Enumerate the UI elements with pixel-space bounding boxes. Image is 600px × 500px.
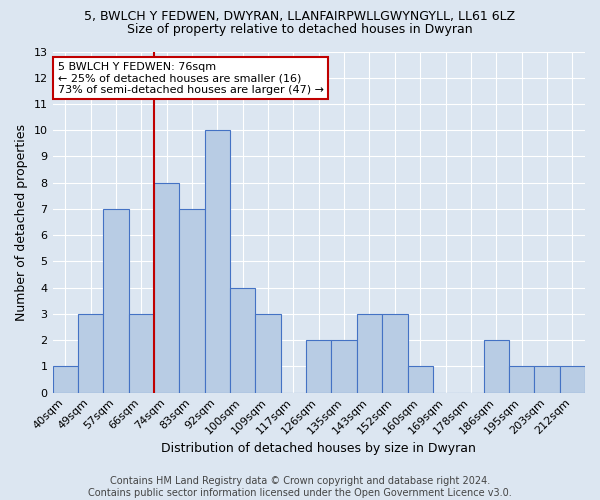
- Bar: [256, 314, 281, 392]
- Text: 5 BWLCH Y FEDWEN: 76sqm
← 25% of detached houses are smaller (16)
73% of semi-de: 5 BWLCH Y FEDWEN: 76sqm ← 25% of detache…: [58, 62, 324, 95]
- Bar: [407, 366, 433, 392]
- Bar: [534, 366, 560, 392]
- Bar: [357, 314, 382, 392]
- Y-axis label: Number of detached properties: Number of detached properties: [15, 124, 28, 320]
- Bar: [205, 130, 230, 392]
- Text: Size of property relative to detached houses in Dwyran: Size of property relative to detached ho…: [127, 22, 473, 36]
- Bar: [382, 314, 407, 392]
- Text: Contains HM Land Registry data © Crown copyright and database right 2024.
Contai: Contains HM Land Registry data © Crown c…: [88, 476, 512, 498]
- Bar: [306, 340, 331, 392]
- Bar: [560, 366, 585, 392]
- Bar: [484, 340, 509, 392]
- Bar: [154, 182, 179, 392]
- Bar: [128, 314, 154, 392]
- X-axis label: Distribution of detached houses by size in Dwyran: Distribution of detached houses by size …: [161, 442, 476, 455]
- Bar: [179, 209, 205, 392]
- Bar: [509, 366, 534, 392]
- Bar: [78, 314, 103, 392]
- Bar: [230, 288, 256, 393]
- Bar: [103, 209, 128, 392]
- Bar: [331, 340, 357, 392]
- Text: 5, BWLCH Y FEDWEN, DWYRAN, LLANFAIRPWLLGWYNGYLL, LL61 6LZ: 5, BWLCH Y FEDWEN, DWYRAN, LLANFAIRPWLLG…: [85, 10, 515, 23]
- Bar: [53, 366, 78, 392]
